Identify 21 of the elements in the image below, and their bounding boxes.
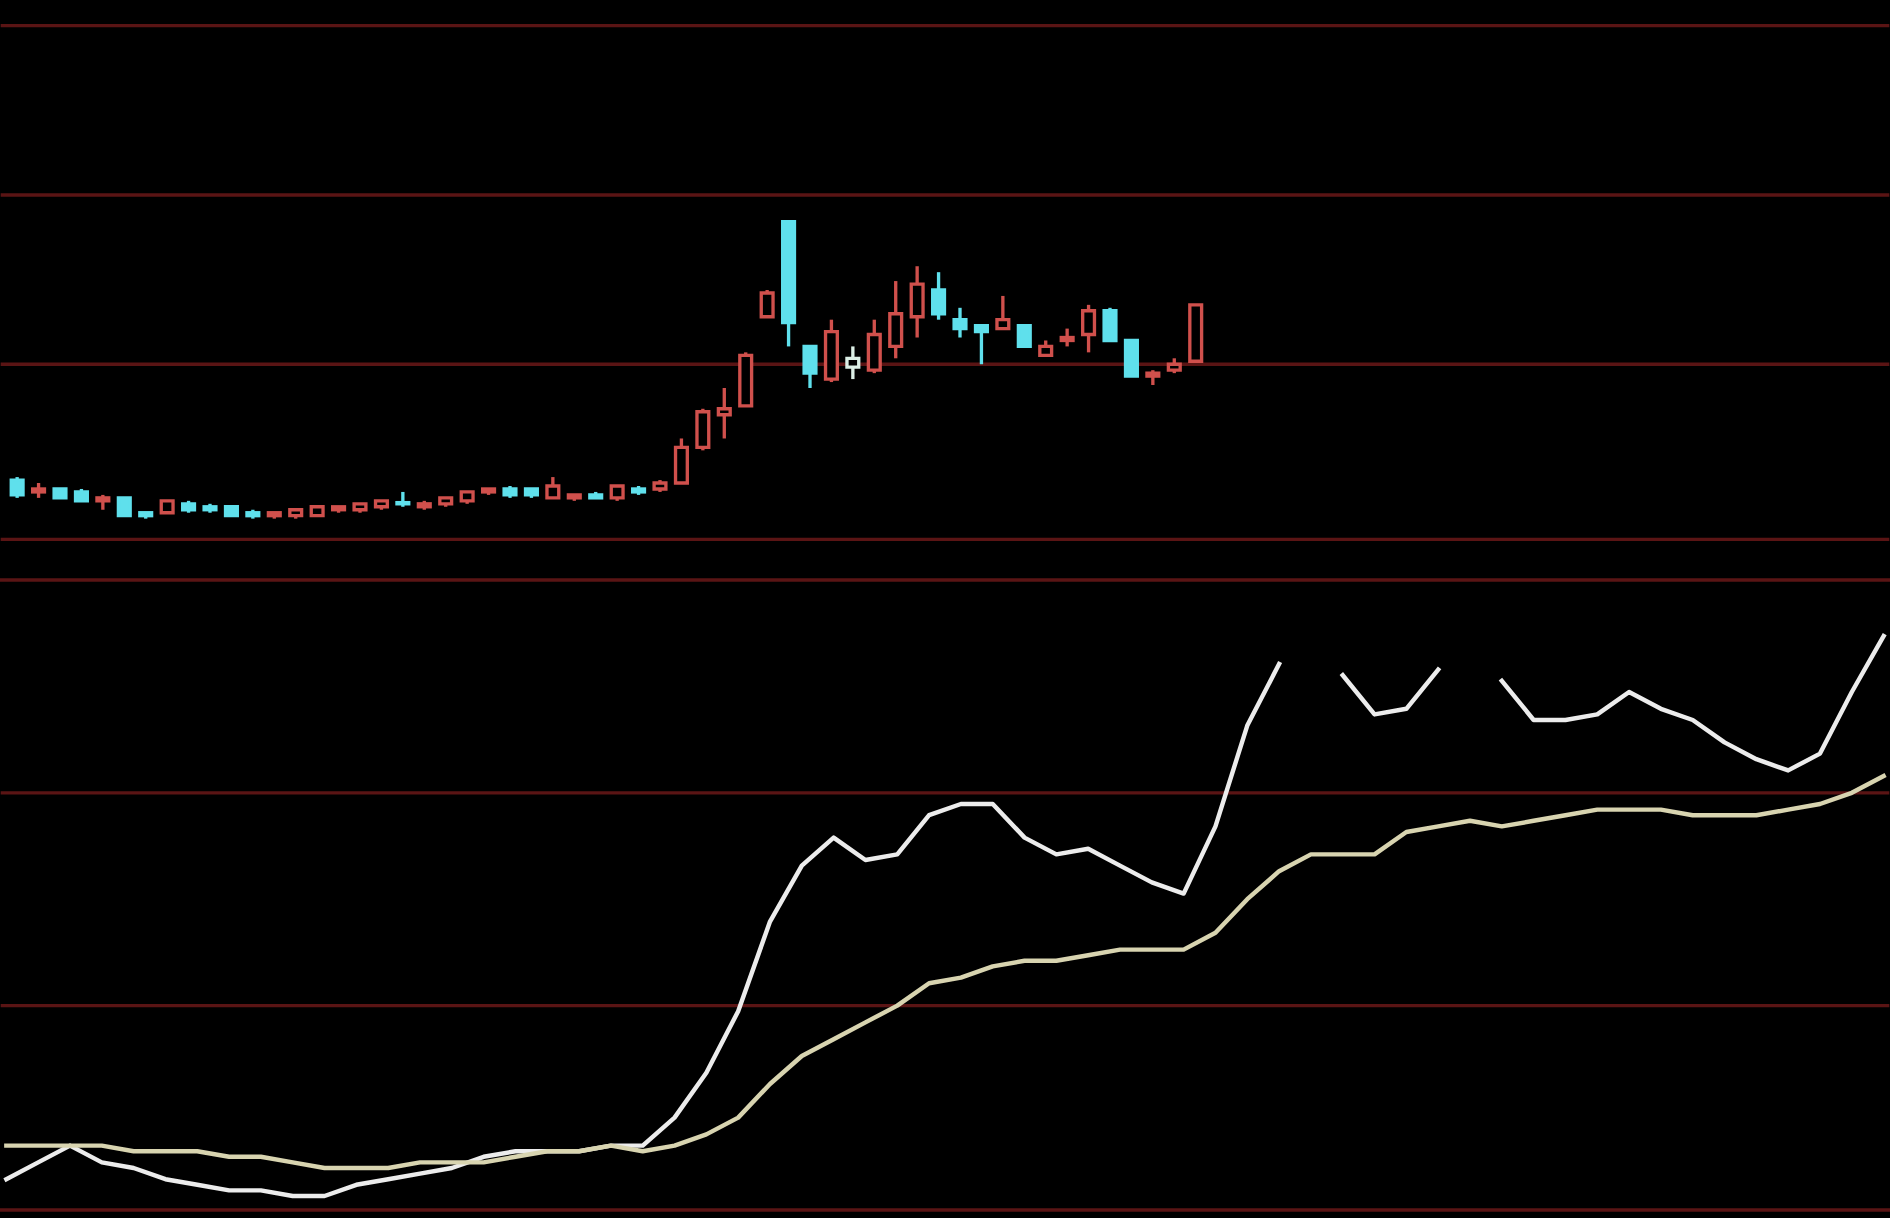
candlestick: [952, 306, 968, 340]
candlestick: [9, 475, 25, 500]
candlestick: [395, 490, 411, 509]
candlestick: [759, 288, 775, 319]
candlestick: [1123, 338, 1139, 378]
candlestick: [1016, 323, 1032, 349]
candlestick: [1102, 306, 1118, 343]
candlestick: [673, 436, 689, 485]
candlestick: [545, 475, 561, 500]
candlestick: [823, 318, 839, 384]
candlestick: [1081, 303, 1097, 355]
candlestick: [845, 344, 861, 381]
candlestick: [909, 264, 925, 340]
candlestick: [995, 294, 1011, 331]
candlestick: [931, 270, 947, 322]
candlestick: [888, 279, 904, 360]
candlestick: [973, 323, 989, 366]
candlestick: [695, 407, 711, 453]
candlestick: [802, 344, 818, 390]
candlestick: [716, 386, 732, 441]
candlestick: [866, 318, 882, 375]
